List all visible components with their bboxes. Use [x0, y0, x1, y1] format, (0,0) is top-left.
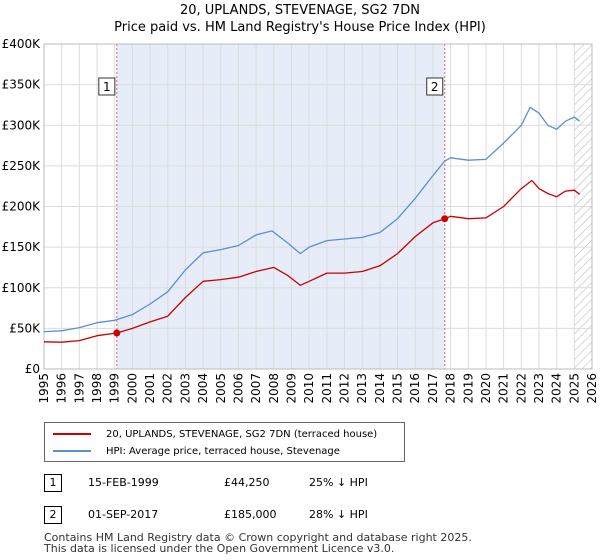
transaction-date-2: 01-SEP-2017 — [88, 508, 159, 521]
legend-swatch-hpi — [53, 450, 91, 452]
legend-label-property: 20, UPLANDS, STEVENAGE, SG2 7DN (terrace… — [106, 428, 378, 440]
x-tick-label-2019: 2019 — [461, 373, 475, 404]
transaction-number-2: 2 — [44, 506, 62, 524]
y-tick-label-8: £400K — [2, 37, 42, 51]
x-tick-label-2021: 2021 — [497, 373, 511, 404]
plot-frame — [43, 43, 593, 370]
sale-point-2 — [441, 215, 449, 223]
legend-label-hpi: HPI: Average price, terraced house, Stev… — [106, 445, 340, 457]
marker-box-1 — [98, 77, 116, 96]
x-tick-label-2025: 2025 — [567, 373, 581, 404]
x-tick-label-2002: 2002 — [161, 373, 175, 404]
y-tick-label-6: £300K — [2, 118, 42, 132]
y-tick-label-3: £150K — [2, 240, 42, 254]
chart-title: 20, UPLANDS, STEVENAGE, SG2 7DN — [179, 3, 421, 18]
transaction-price-2: £185,000 — [224, 508, 277, 521]
y-tick-label-5: £250K — [2, 159, 42, 173]
series-line-hpi — [43, 106, 580, 333]
marker-label-1: 1 — [103, 80, 111, 94]
x-tick-label-2005: 2005 — [214, 373, 228, 404]
x-tick-label-2006: 2006 — [231, 373, 245, 404]
series-line-property — [43, 179, 580, 343]
chart-title-block: 20, UPLANDS, STEVENAGE, SG2 7DN Price pa… — [0, 2, 600, 36]
x-tick-label-2009: 2009 — [284, 373, 298, 404]
legend-swatch-property — [53, 433, 91, 435]
marker-box-2 — [426, 77, 444, 96]
x-tick-label-2000: 2000 — [125, 373, 139, 404]
x-tick-label-2024: 2024 — [550, 373, 564, 404]
x-tick-label-1999: 1999 — [108, 373, 122, 404]
x-tick-label-2012: 2012 — [338, 373, 352, 404]
chart-subtitle: Price paid vs. HM Land Registry's House … — [114, 20, 486, 35]
x-tick-label-2022: 2022 — [514, 373, 528, 404]
x-tick-label-2003: 2003 — [178, 373, 192, 404]
x-tick-label-2011: 2011 — [320, 373, 334, 404]
x-tick-label-2007: 2007 — [249, 373, 263, 404]
x-tick-label-1998: 1998 — [90, 373, 104, 404]
legend-item-property: 20, UPLANDS, STEVENAGE, SG2 7DN (terrace… — [53, 426, 377, 442]
x-tick-label-2018: 2018 — [444, 373, 458, 404]
transaction-hpi-1: 25% ↓ HPI — [309, 476, 368, 489]
y-tick-label-0: £0 — [25, 362, 40, 376]
legend: 20, UPLANDS, STEVENAGE, SG2 7DN (terrace… — [44, 422, 405, 462]
x-tick-label-2004: 2004 — [196, 373, 210, 404]
x-tick-label-2020: 2020 — [479, 373, 493, 404]
x-tick-label-2016: 2016 — [408, 373, 422, 404]
x-tick-label-2010: 2010 — [302, 373, 316, 404]
sale-point-1 — [113, 329, 121, 337]
x-tick-label-2014: 2014 — [373, 373, 387, 404]
transaction-price-1: £44,250 — [224, 476, 270, 489]
x-tick-label-1995: 1995 — [37, 373, 51, 404]
footer-line-1: Contains HM Land Registry data © Crown c… — [44, 531, 472, 544]
transaction-number-1: 1 — [44, 474, 62, 492]
x-tick-label-1997: 1997 — [72, 373, 86, 404]
x-tick-label-2015: 2015 — [391, 373, 405, 404]
x-tick-label-2017: 2017 — [426, 373, 440, 404]
y-tick-label-1: £50K — [9, 321, 41, 335]
footer: Contains HM Land Registry data © Crown c… — [44, 532, 584, 554]
x-tick-label-2013: 2013 — [355, 373, 369, 404]
marker-label-2: 2 — [431, 80, 439, 94]
x-tick-label-2023: 2023 — [532, 373, 546, 404]
x-tick-label-2008: 2008 — [267, 373, 281, 404]
x-tick-label-2001: 2001 — [143, 373, 157, 404]
transaction-hpi-2: 28% ↓ HPI — [309, 508, 368, 521]
y-tick-label-7: £350K — [2, 78, 42, 92]
x-tick-label-2026: 2026 — [585, 373, 599, 404]
y-tick-label-2: £100K — [2, 281, 42, 295]
x-tick-label-1996: 1996 — [55, 373, 69, 404]
footer-line-2: This data is licensed under the Open Gov… — [44, 542, 395, 555]
price-chart: 1 2 £0 £50K £100K £150K £200K £250K £300K £350K £4… — [2, 37, 599, 404]
y-tick-label-4: £200K — [2, 200, 42, 214]
legend-item-hpi: HPI: Average price, terraced house, Stev… — [53, 443, 340, 459]
transaction-date-1: 15-FEB-1999 — [88, 476, 159, 489]
